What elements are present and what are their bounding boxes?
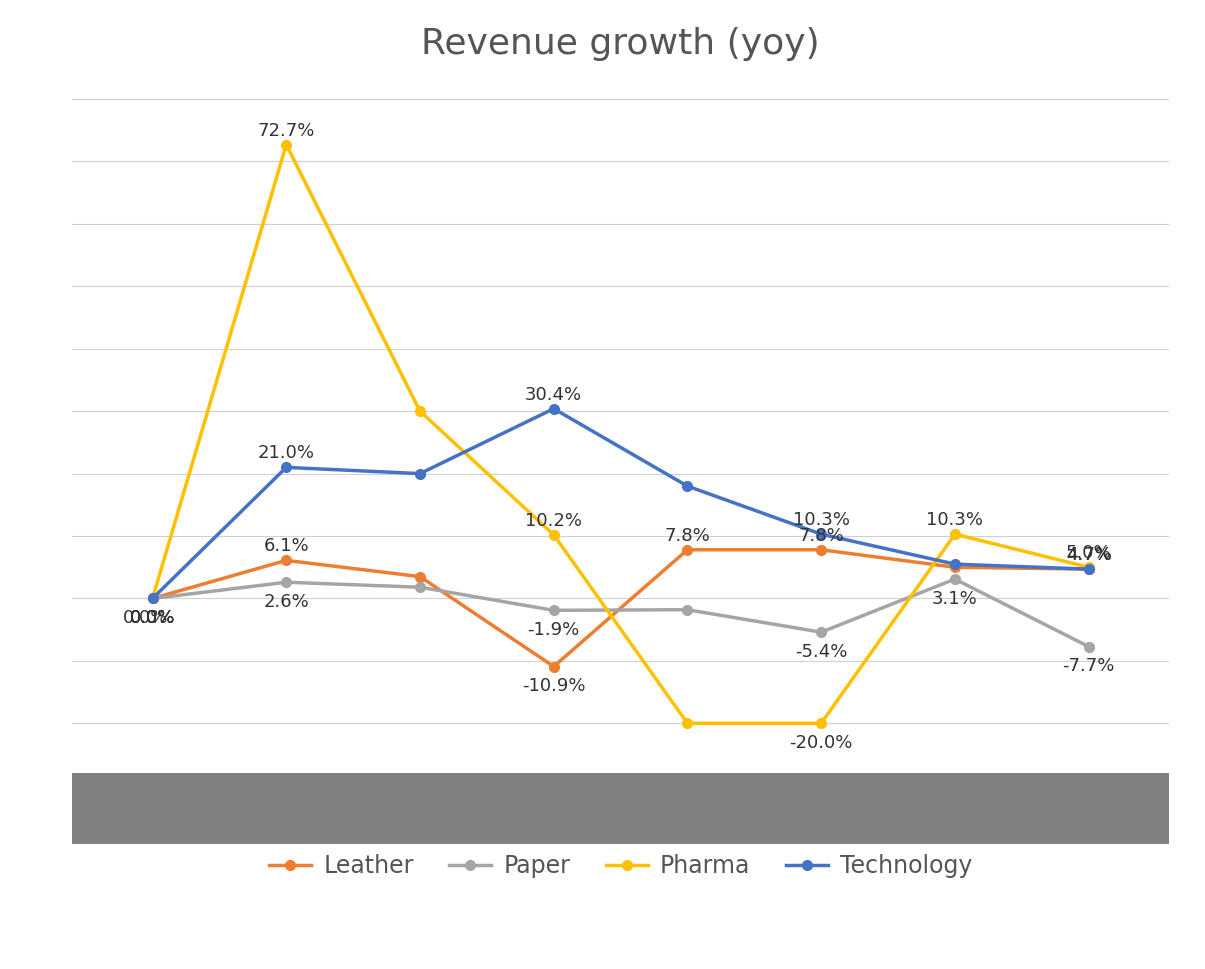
Paper xyxy=(680,604,694,615)
Technology xyxy=(547,403,562,415)
Line: Leather: Leather xyxy=(148,545,1093,672)
Text: 6.1%: 6.1% xyxy=(264,538,308,555)
Line: Technology: Technology xyxy=(148,404,1093,604)
Paper xyxy=(280,577,294,588)
Technology xyxy=(813,528,828,540)
Text: 0.0%: 0.0% xyxy=(130,609,175,627)
Technology xyxy=(1081,563,1095,575)
Text: 0.0%: 0.0% xyxy=(130,609,175,627)
Text: -1.9%: -1.9% xyxy=(528,621,580,639)
Technology xyxy=(413,468,428,480)
Text: 72.7%: 72.7% xyxy=(258,122,315,140)
Paper xyxy=(547,605,562,616)
Text: 4.7%: 4.7% xyxy=(1065,547,1111,564)
Leather xyxy=(547,661,562,672)
Text: 0.0%: 0.0% xyxy=(130,609,175,627)
Pharma xyxy=(280,139,294,150)
Text: 7.8%: 7.8% xyxy=(798,527,844,545)
Text: -5.4%: -5.4% xyxy=(795,642,847,661)
Pharma xyxy=(413,405,428,417)
Leather xyxy=(813,544,828,555)
Pharma xyxy=(547,529,562,541)
Text: -7.7%: -7.7% xyxy=(1063,657,1115,675)
Text: 10.3%: 10.3% xyxy=(927,512,983,529)
Legend: Leather, Paper, Pharma, Technology: Leather, Paper, Pharma, Technology xyxy=(259,845,982,888)
Technology xyxy=(146,593,160,605)
Text: 10.3%: 10.3% xyxy=(793,512,850,529)
Text: -20.0%: -20.0% xyxy=(789,734,853,752)
Paper xyxy=(947,574,962,585)
Pharma xyxy=(813,717,828,729)
Text: 30.4%: 30.4% xyxy=(525,386,582,404)
Paper xyxy=(1081,641,1095,652)
Leather xyxy=(1081,563,1095,575)
Leather xyxy=(413,571,428,582)
Pharma xyxy=(680,717,694,729)
Title: Revenue growth (yoy): Revenue growth (yoy) xyxy=(422,27,819,61)
Text: 21.0%: 21.0% xyxy=(258,445,315,462)
Text: 0.0%: 0.0% xyxy=(123,609,169,627)
Technology xyxy=(947,558,962,570)
Pharma xyxy=(947,528,962,540)
Pharma xyxy=(1081,561,1095,573)
Leather xyxy=(947,561,962,573)
Leather xyxy=(680,544,694,555)
Text: 2.6%: 2.6% xyxy=(264,593,310,610)
Text: -10.9%: -10.9% xyxy=(522,677,586,695)
Paper xyxy=(146,593,160,605)
Leather xyxy=(146,593,160,605)
Text: 5.0%: 5.0% xyxy=(1065,545,1111,562)
Paper xyxy=(813,626,828,638)
Paper xyxy=(413,581,428,593)
Text: 7.8%: 7.8% xyxy=(665,527,710,545)
Text: 3.1%: 3.1% xyxy=(931,589,977,608)
Line: Paper: Paper xyxy=(148,575,1093,651)
Technology xyxy=(680,481,694,492)
Leather xyxy=(280,554,294,566)
Pharma xyxy=(146,593,160,605)
Text: 4.7%: 4.7% xyxy=(1065,547,1111,564)
Line: Pharma: Pharma xyxy=(148,140,1093,728)
Technology xyxy=(280,461,294,473)
Text: 10.2%: 10.2% xyxy=(525,512,582,530)
